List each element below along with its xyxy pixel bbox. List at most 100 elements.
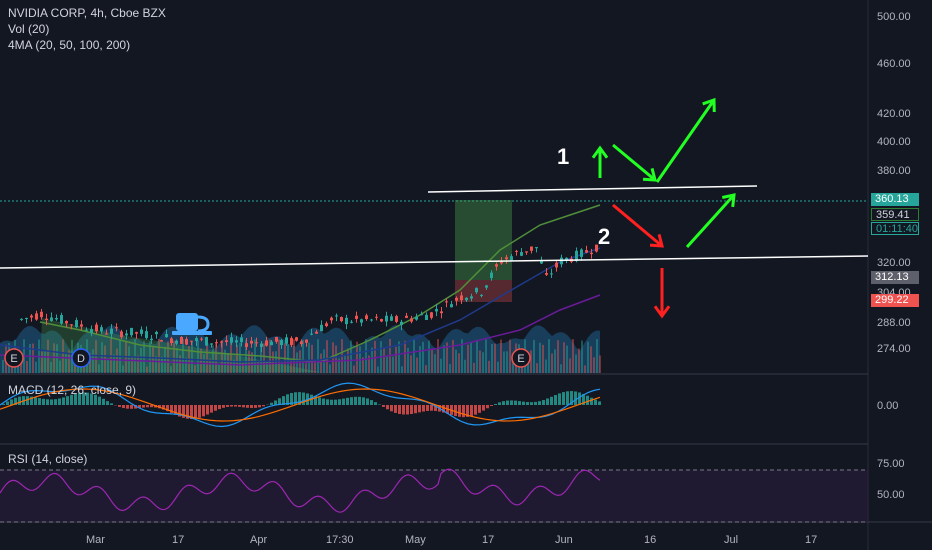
candle-body <box>590 252 593 255</box>
volume-bar <box>392 356 394 373</box>
volume-bar <box>443 345 445 373</box>
candle-body <box>305 339 308 343</box>
volume-legend[interactable]: Vol (20) <box>8 22 50 36</box>
macd-histogram-bar <box>302 392 305 405</box>
candle-body <box>245 343 248 348</box>
candle-body <box>410 318 413 322</box>
macd-histogram-bar <box>26 396 29 405</box>
volume-bar <box>512 362 514 373</box>
volume-bar <box>293 339 295 373</box>
volume-bar <box>173 340 175 373</box>
annotation-one: 1 <box>557 144 570 169</box>
macd-histogram-bar <box>14 397 17 405</box>
macd-histogram-bar <box>586 395 589 405</box>
volume-bar <box>428 340 430 373</box>
macd-histogram-bar <box>138 405 141 409</box>
volume-bar <box>542 344 544 373</box>
candle-body <box>530 246 533 251</box>
macd-histogram-bar <box>18 396 21 405</box>
volume-bar <box>53 343 55 373</box>
macd-histogram-bar <box>230 405 233 407</box>
volume-bar <box>260 343 262 373</box>
volume-bar <box>272 351 274 373</box>
macd-histogram-bar <box>190 405 193 419</box>
up-arrow-big-head <box>702 97 716 113</box>
volume-bar <box>470 342 472 373</box>
volume-bar <box>530 350 532 373</box>
volume-bar <box>506 351 508 373</box>
macd-zero-label: 0.00 <box>877 400 899 412</box>
macd-histogram-bar <box>62 397 65 405</box>
volume-bar <box>212 345 214 373</box>
time-label-mar: Mar <box>86 534 105 546</box>
macd-histogram-bar <box>358 396 361 405</box>
candle-body <box>365 315 368 320</box>
macd-histogram-bar <box>390 405 393 412</box>
volume-bar <box>35 361 37 373</box>
up-arrow-2 <box>685 193 736 249</box>
candle-body <box>105 333 108 335</box>
volume-bar <box>485 339 487 373</box>
symbol-legend[interactable]: NVIDIA CORP, 4h, Cboe BZX <box>8 6 166 20</box>
candle-body <box>150 338 153 341</box>
candle-body <box>340 317 343 322</box>
volume-bar <box>362 357 364 373</box>
pattern-shading <box>40 318 320 372</box>
macd-histogram-bar <box>210 405 213 413</box>
macd-legend[interactable]: MACD (12, 26, close, 9) <box>8 383 137 397</box>
volume-bar <box>596 339 598 373</box>
down-arrow-red-1 <box>612 203 663 248</box>
volume-bar <box>191 341 193 373</box>
volume-bar <box>302 339 304 373</box>
candle-body <box>480 294 483 296</box>
rsi-legend[interactable]: RSI (14, close) <box>8 452 88 466</box>
macd-histogram-bar <box>250 405 253 409</box>
macd-histogram-bar <box>86 392 89 405</box>
volume-bar <box>152 347 154 373</box>
macd-histogram-bar <box>314 396 317 405</box>
candle-body <box>55 318 58 320</box>
macd-histogram-bar <box>466 405 469 417</box>
macd-histogram-bar <box>550 396 553 405</box>
macd-histogram-bar <box>294 392 297 405</box>
macd-histogram-bar <box>222 405 225 408</box>
candle-body <box>490 272 493 278</box>
event-marker-label: E <box>10 353 17 365</box>
candle-body <box>125 333 128 336</box>
candle-body <box>155 331 158 335</box>
macd-histogram-bar <box>226 405 229 407</box>
volume-bar <box>32 343 34 373</box>
macd-histogram-bar <box>38 398 41 405</box>
macd-histogram-bar <box>530 402 533 405</box>
macd-histogram-bar <box>54 399 57 405</box>
down-right-arrow-green <box>612 143 656 182</box>
candle-body <box>115 327 118 329</box>
candle-body <box>70 324 73 326</box>
ma-legend[interactable]: 4MA (20, 50, 100, 200) <box>8 38 131 52</box>
down-arrow-red-1-head <box>649 233 664 248</box>
price-label-320: 320.00 <box>877 257 911 269</box>
candle-body <box>400 321 403 325</box>
candle-body <box>545 273 548 275</box>
volume-bar <box>179 355 181 373</box>
volume-bar <box>242 362 244 373</box>
volume-bar <box>425 365 427 373</box>
candle-body <box>385 315 388 322</box>
time-label-apr: Apr <box>250 534 268 546</box>
macd-histogram-bar <box>282 396 285 405</box>
macd-histogram-bar <box>494 403 497 405</box>
candle-body <box>135 332 138 334</box>
volume-bar <box>2 359 4 373</box>
volume-bar <box>41 351 43 373</box>
volume-bar <box>170 366 172 373</box>
macd-histogram-bar <box>478 405 481 413</box>
macd-histogram-bar <box>310 394 313 405</box>
candle-body <box>120 331 123 338</box>
volume-bar <box>464 359 466 373</box>
macd-histogram-bar <box>78 392 81 405</box>
macd-histogram-bar <box>398 405 401 415</box>
candle-body <box>230 337 233 343</box>
candle-body <box>380 319 383 322</box>
up-arrow-2-head <box>721 193 736 208</box>
